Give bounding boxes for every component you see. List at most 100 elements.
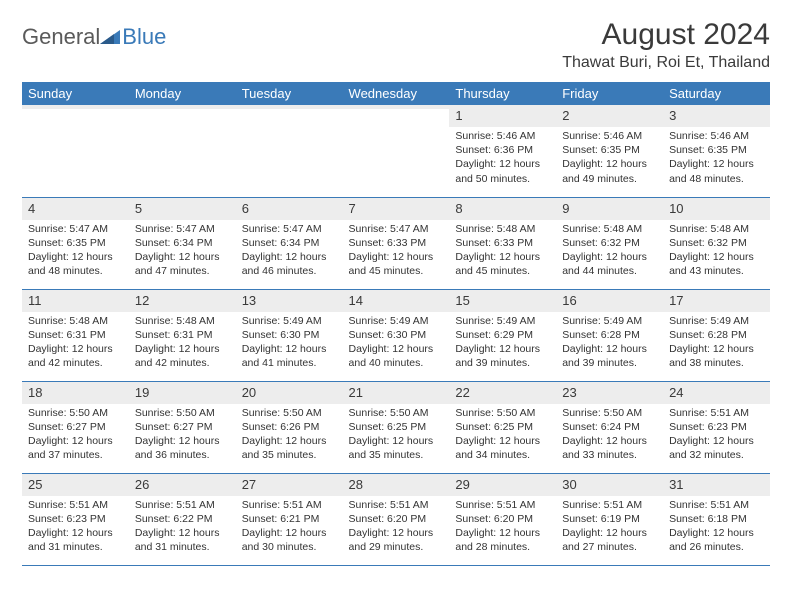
day-details: Sunrise: 5:50 AMSunset: 6:27 PMDaylight:… — [22, 404, 129, 467]
sunset-text: Sunset: 6:32 PM — [669, 236, 764, 250]
day-number: 21 — [349, 385, 363, 400]
sunrise-text: Sunrise: 5:48 AM — [135, 314, 230, 328]
day-details: Sunrise: 5:48 AMSunset: 6:31 PMDaylight:… — [129, 312, 236, 375]
day-number-bar: 15 — [449, 290, 556, 312]
day-details: Sunrise: 5:49 AMSunset: 6:28 PMDaylight:… — [663, 312, 770, 375]
calendar-cell: 29 Sunrise: 5:51 AMSunset: 6:20 PMDayligh… — [449, 473, 556, 565]
daylight-text: Daylight: 12 hours and 38 minutes. — [669, 342, 764, 370]
daylight-text: Daylight: 12 hours and 36 minutes. — [135, 434, 230, 462]
calendar-week-row: 18Sunrise: 5:50 AMSunset: 6:27 PMDayligh… — [22, 381, 770, 473]
day-number: 11 — [28, 293, 42, 308]
sunrise-text: Sunrise: 5:51 AM — [669, 498, 764, 512]
sunrise-text: Sunrise: 5:51 AM — [349, 498, 444, 512]
day-number-bar: 20 — [236, 382, 343, 404]
calendar-cell: 2Sunrise: 5:46 AMSunset: 6:35 PMDaylight… — [556, 105, 663, 197]
day-number: 28 — [349, 477, 363, 492]
calendar-cell: 1Sunrise: 5:46 AMSunset: 6:36 PMDaylight… — [449, 105, 556, 197]
day-number-bar: 6 — [236, 198, 343, 220]
daylight-text: Daylight: 12 hours and 33 minutes. — [562, 434, 657, 462]
day-details: Sunrise: 5:48 AMSunset: 6:33 PMDaylight:… — [449, 220, 556, 283]
day-details: Sunrise: 5:47 AMSunset: 6:34 PMDaylight:… — [129, 220, 236, 283]
day-number: 10 — [669, 201, 683, 216]
sunset-text: Sunset: 6:31 PM — [135, 328, 230, 342]
day-details: Sunrise: 5:50 AMSunset: 6:27 PMDaylight:… — [129, 404, 236, 467]
day-number: 5 — [135, 201, 142, 216]
daylight-text: Daylight: 12 hours and 31 minutes. — [135, 526, 230, 554]
daylight-text: Daylight: 12 hours and 49 minutes. — [562, 157, 657, 185]
page-header: General Blue August 2024 Thawat Buri, Ro… — [22, 18, 770, 72]
daylight-text: Daylight: 12 hours and 30 minutes. — [242, 526, 337, 554]
day-details: Sunrise: 5:51 AMSunset: 6:23 PMDaylight:… — [663, 404, 770, 467]
day-details: Sunrise: 5:50 AMSunset: 6:26 PMDaylight:… — [236, 404, 343, 467]
day-number-bar: 13 — [236, 290, 343, 312]
day-number: 29 — [455, 477, 469, 492]
day-details: Sunrise: 5:47 AMSunset: 6:35 PMDaylight:… — [22, 220, 129, 283]
logo-text-1: General — [22, 24, 100, 50]
day-number-bar: 11 — [22, 290, 129, 312]
day-number-bar: 26 — [129, 474, 236, 496]
sunrise-text: Sunrise: 5:51 AM — [562, 498, 657, 512]
day-number: 1 — [455, 108, 462, 123]
calendar-cell: 28Sunrise: 5:51 AMSunset: 6:20 PMDayligh… — [343, 473, 450, 565]
daylight-text: Daylight: 12 hours and 35 minutes. — [242, 434, 337, 462]
sunrise-text: Sunrise: 5:49 AM — [562, 314, 657, 328]
sunrise-text: Sunrise: 5:48 AM — [562, 222, 657, 236]
daylight-text: Daylight: 12 hours and 41 minutes. — [242, 342, 337, 370]
sunset-text: Sunset: 6:28 PM — [669, 328, 764, 342]
day-details — [129, 109, 236, 115]
day-number-bar: 29 — [449, 474, 556, 496]
sunset-text: Sunset: 6:28 PM — [562, 328, 657, 342]
day-details: Sunrise: 5:51 AMSunset: 6:18 PMDaylight:… — [663, 496, 770, 559]
day-number-bar: 23 — [556, 382, 663, 404]
day-header: Saturday — [663, 82, 770, 105]
location-text: Thawat Buri, Roi Et, Thailand — [562, 54, 770, 72]
day-details: Sunrise: 5:51 AMSunset: 6:23 PMDaylight:… — [22, 496, 129, 559]
sunrise-text: Sunrise: 5:49 AM — [349, 314, 444, 328]
day-number: 23 — [562, 385, 576, 400]
sunset-text: Sunset: 6:27 PM — [28, 420, 123, 434]
calendar-week-row: 4Sunrise: 5:47 AMSunset: 6:35 PMDaylight… — [22, 197, 770, 289]
day-details: Sunrise: 5:47 AMSunset: 6:34 PMDaylight:… — [236, 220, 343, 283]
day-number: 6 — [242, 201, 249, 216]
calendar-cell: 6 Sunrise: 5:47 AMSunset: 6:34 PMDaylight… — [236, 197, 343, 289]
sunset-text: Sunset: 6:23 PM — [28, 512, 123, 526]
day-details: Sunrise: 5:51 AMSunset: 6:20 PMDaylight:… — [449, 496, 556, 559]
day-number: 12 — [135, 293, 149, 308]
daylight-text: Daylight: 12 hours and 27 minutes. — [562, 526, 657, 554]
day-number: 25 — [28, 477, 42, 492]
sunrise-text: Sunrise: 5:47 AM — [349, 222, 444, 236]
sunrise-text: Sunrise: 5:51 AM — [455, 498, 550, 512]
sunset-text: Sunset: 6:23 PM — [669, 420, 764, 434]
calendar-cell — [343, 105, 450, 197]
calendar-cell: 22Sunrise: 5:50 AMSunset: 6:25 PMDayligh… — [449, 381, 556, 473]
sunrise-text: Sunrise: 5:50 AM — [135, 406, 230, 420]
day-number-bar: 18 — [22, 382, 129, 404]
day-details: Sunrise: 5:49 AMSunset: 6:30 PMDaylight:… — [343, 312, 450, 375]
day-number-bar: 30 — [556, 474, 663, 496]
day-number: 8 — [455, 201, 462, 216]
daylight-text: Daylight: 12 hours and 32 minutes. — [669, 434, 764, 462]
day-number-bar: 8 — [449, 198, 556, 220]
day-number-bar: 9 — [556, 198, 663, 220]
sunrise-text: Sunrise: 5:47 AM — [135, 222, 230, 236]
calendar-cell: 12 Sunrise: 5:48 AMSunset: 6:31 PMDayligh… — [129, 289, 236, 381]
day-number: 24 — [669, 385, 683, 400]
daylight-text: Daylight: 12 hours and 50 minutes. — [455, 157, 550, 185]
day-details — [236, 109, 343, 115]
day-details: Sunrise: 5:46 AMSunset: 6:35 PMDaylight:… — [663, 127, 770, 190]
daylight-text: Daylight: 12 hours and 42 minutes. — [28, 342, 123, 370]
calendar-cell: 23Sunrise: 5:50 AMSunset: 6:24 PMDayligh… — [556, 381, 663, 473]
day-number: 7 — [349, 201, 356, 216]
calendar-cell: 31Sunrise: 5:51 AMSunset: 6:18 PMDayligh… — [663, 473, 770, 565]
calendar-cell: 18Sunrise: 5:50 AMSunset: 6:27 PMDayligh… — [22, 381, 129, 473]
day-number-bar: 24 — [663, 382, 770, 404]
daylight-text: Daylight: 12 hours and 28 minutes. — [455, 526, 550, 554]
calendar-cell: 26Sunrise: 5:51 AMSunset: 6:22 PMDayligh… — [129, 473, 236, 565]
day-number-bar: 3 — [663, 105, 770, 127]
month-title: August 2024 — [562, 18, 770, 52]
day-details: Sunrise: 5:51 AMSunset: 6:22 PMDaylight:… — [129, 496, 236, 559]
sunset-text: Sunset: 6:24 PM — [562, 420, 657, 434]
daylight-text: Daylight: 12 hours and 46 minutes. — [242, 250, 337, 278]
sunset-text: Sunset: 6:32 PM — [562, 236, 657, 250]
day-number: 16 — [562, 293, 576, 308]
